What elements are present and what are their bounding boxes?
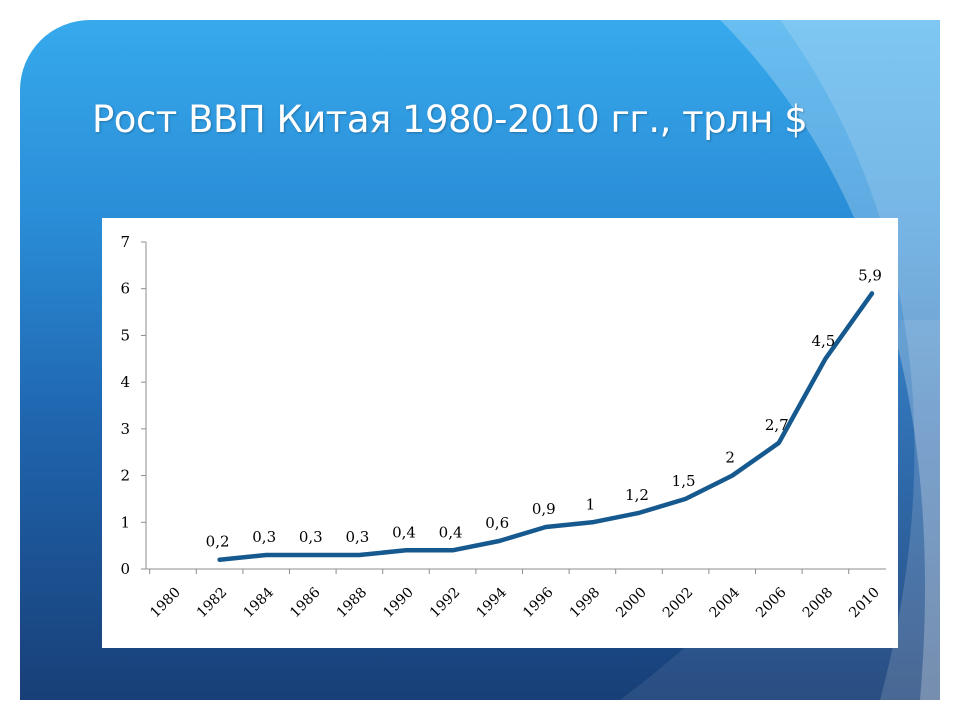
data-label: 0,3: [299, 528, 323, 546]
x-tick-label: 1980: [147, 585, 184, 622]
x-tick-label: 2010: [846, 585, 883, 622]
data-label: 0,3: [345, 528, 369, 546]
y-tick-label: 1: [120, 513, 130, 531]
y-tick-label: 5: [120, 326, 130, 344]
x-axis-ticks: 1980 1982 1984 1986 1988 1990 1992 1994 1996 1998…: [147, 569, 883, 621]
x-tick-label: 2000: [613, 585, 650, 622]
data-label: 1,5: [672, 472, 696, 490]
x-tick-label: 2008: [800, 585, 837, 622]
data-label: 1: [586, 495, 596, 513]
slide-title: Рост ВВП Китая 1980-2010 гг., трлн $: [92, 98, 808, 141]
x-tick-label: 1982: [194, 585, 231, 622]
data-label: 0,2: [206, 533, 230, 551]
y-tick-label: 0: [120, 560, 130, 578]
x-tick-label: 1990: [380, 585, 417, 622]
x-tick-label: 2004: [707, 584, 744, 621]
data-label: 0,9: [532, 500, 556, 518]
x-tick-label: 1986: [287, 584, 324, 621]
data-label: 0,4: [439, 523, 463, 541]
data-label: 1,2: [625, 486, 649, 504]
slide-background: Рост ВВП Китая 1980-2010 гг., трлн $ 0 1 2…: [20, 20, 940, 700]
y-tick-label: 3: [120, 420, 130, 438]
x-tick-label: 2002: [660, 585, 697, 622]
x-tick-label: 1996: [520, 584, 557, 621]
x-tick-label: 1992: [427, 585, 464, 622]
x-tick-label: 1998: [567, 585, 604, 622]
data-labels: 0,2 0,3 0,3 0,3 0,4 0,4 0,6 0,9 1 1,2 1,5 2 2,7 4,5 5,…: [206, 266, 882, 550]
y-tick-label: 6: [120, 280, 130, 298]
x-tick-label: 1994: [474, 584, 511, 621]
data-label: 0,6: [485, 514, 509, 532]
x-tick-label: 1988: [334, 585, 371, 622]
y-tick-label: 4: [120, 373, 130, 391]
y-tick-label: 7: [120, 233, 130, 251]
data-label: 0,3: [252, 528, 276, 546]
y-axis-ticks: 0 1 2 3 4 5 6 7: [120, 233, 146, 578]
data-label: 4,5: [811, 332, 835, 350]
x-tick-label: 1984: [241, 584, 278, 621]
data-label: 5,9: [858, 266, 882, 284]
x-tick-label: 2006: [753, 584, 790, 621]
data-label: 2,7: [765, 416, 789, 434]
series-line-group: [217, 291, 875, 562]
data-label: 0,4: [392, 523, 416, 541]
data-label: 2: [725, 449, 735, 467]
y-tick-label: 2: [120, 467, 130, 485]
axes: [145, 242, 886, 570]
